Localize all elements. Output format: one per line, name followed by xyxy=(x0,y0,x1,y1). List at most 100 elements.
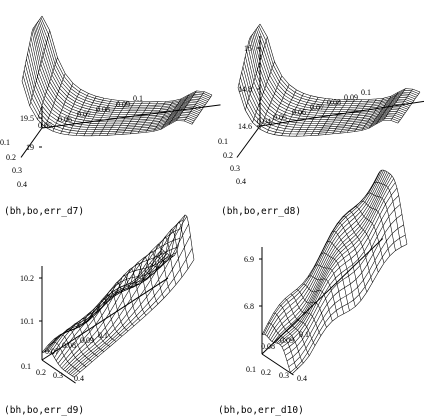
mesh-line xyxy=(176,90,197,121)
mesh-line xyxy=(273,312,304,364)
mesh-line xyxy=(155,221,189,269)
mesh-line xyxy=(339,99,363,134)
mesh-line xyxy=(290,293,322,336)
mesh-line xyxy=(89,298,123,337)
mesh-line xyxy=(101,282,135,327)
mesh-line xyxy=(302,283,333,322)
bh-tick-label: 0.2 xyxy=(223,151,233,160)
bh-tick-label: 0.1 xyxy=(0,138,10,147)
plot-caption: (bh,bo,err_d7) xyxy=(4,206,84,217)
bo-tick-label: 0.08 xyxy=(261,342,275,351)
mesh-line xyxy=(60,89,81,134)
mesh-line xyxy=(44,73,66,128)
mesh-line xyxy=(143,236,177,285)
z-tick-label: 6.8 xyxy=(244,302,254,311)
mesh-line xyxy=(41,350,75,378)
bh-tick-label: 0.4 xyxy=(17,180,27,189)
mesh-line xyxy=(288,95,312,137)
mesh-line xyxy=(75,96,97,136)
mesh-line xyxy=(368,96,392,129)
surface-panel-err-d9: 10.2 10.1 0.1 0.2 0.3 0.4 0.070.08 0.09 0.1 (bh,b… xyxy=(4,214,195,416)
mesh-line xyxy=(284,298,316,346)
bo-tick-label: 0.08 xyxy=(96,105,110,114)
surface-mesh-v-lines xyxy=(261,169,408,375)
mesh-line xyxy=(95,289,129,332)
mesh-line xyxy=(149,229,183,278)
mesh-line xyxy=(313,264,345,314)
mesh-line xyxy=(84,305,117,342)
mesh-line xyxy=(261,334,293,375)
bh-tick-label: 0.3 xyxy=(279,371,289,380)
bh-tick-label: 0.4 xyxy=(236,177,246,186)
mesh-line xyxy=(376,169,408,245)
mesh-line xyxy=(153,100,174,132)
mesh-line xyxy=(71,317,105,352)
mesh-line xyxy=(99,100,120,136)
mesh-line xyxy=(281,93,304,136)
mesh-line xyxy=(247,45,408,120)
bo-tick-label: 0.1 xyxy=(299,330,309,339)
mesh-line xyxy=(191,94,213,125)
mesh-line xyxy=(53,334,87,368)
mesh-line xyxy=(64,214,186,372)
mesh-line xyxy=(52,256,173,355)
z-tick-label: 10.2 xyxy=(20,274,34,283)
plot-caption: (bh,bo,err_d9) xyxy=(4,405,84,416)
mesh-line xyxy=(252,61,275,123)
mesh-line xyxy=(38,20,209,108)
bh-tick-label: 0.3 xyxy=(12,166,22,175)
bo-tick-label: 0.07 xyxy=(77,110,91,119)
bh-axis-line xyxy=(261,353,294,376)
bh-tick-label: 0.1 xyxy=(21,362,31,371)
surface-mesh-v-lines xyxy=(41,214,195,378)
surface-panel-err-d10: 6.9 6.8 0.1 0.2 0.3 0.4 0.08 0.09 0.1 (bh,bo,err_… xyxy=(218,169,408,416)
bo-tick-label: 0.08 xyxy=(327,98,341,107)
mesh-line xyxy=(303,98,326,137)
bh-tick-label: 0.2 xyxy=(6,153,16,162)
mesh-line xyxy=(279,304,310,356)
mesh-line xyxy=(237,23,261,88)
mesh-line xyxy=(332,99,355,135)
bo-tick-label: 0.1 xyxy=(98,331,108,340)
bo-tick-label: 0.1 xyxy=(133,94,143,103)
bh-axis-line xyxy=(20,127,43,158)
z-tick-label: 19.5 xyxy=(20,114,34,123)
z-tick-label: 14.6 xyxy=(238,122,252,131)
mesh-line xyxy=(365,192,396,251)
bo-tick-label: 0.05 xyxy=(38,121,52,130)
mesh-line xyxy=(342,215,373,283)
mesh-line xyxy=(359,200,391,256)
mesh-line xyxy=(259,23,421,101)
mesh-line xyxy=(83,97,105,136)
mesh-line xyxy=(353,206,385,264)
mesh-line xyxy=(397,91,421,124)
mesh-line xyxy=(145,101,166,133)
bo-tick-label: 0.09 xyxy=(116,100,130,109)
mesh-line xyxy=(325,240,356,307)
bh-tick-label: 0.2 xyxy=(261,368,271,377)
bo-axis-line xyxy=(259,100,424,127)
surface-panel-err-d7: 19.5190.10.20.30.40.050.060.070.080.090.… xyxy=(0,15,221,217)
mesh-line xyxy=(131,250,165,299)
mesh-line xyxy=(37,57,58,120)
plot-caption: (bh,bo,err_d8) xyxy=(221,206,301,217)
mesh-line xyxy=(310,98,333,136)
bo-tick-label: 0.07 xyxy=(310,103,324,112)
mesh-line xyxy=(295,97,319,137)
z-tick-label: 15 xyxy=(244,44,252,53)
mesh-line xyxy=(161,214,195,260)
mesh-line xyxy=(317,99,341,136)
bo-axis-line xyxy=(41,104,221,129)
mesh-line xyxy=(383,88,406,121)
plot-caption: (bh,bo,err_d10) xyxy=(218,405,304,416)
mesh-line xyxy=(137,244,171,292)
mesh-line xyxy=(40,17,212,104)
bo-tick-label: 0.07 xyxy=(45,347,59,356)
bo-tick-label: 0.09 xyxy=(344,93,358,102)
mesh-line xyxy=(114,101,135,136)
mesh-line xyxy=(361,98,384,131)
mesh-line xyxy=(52,83,74,132)
mesh-line xyxy=(258,25,419,102)
